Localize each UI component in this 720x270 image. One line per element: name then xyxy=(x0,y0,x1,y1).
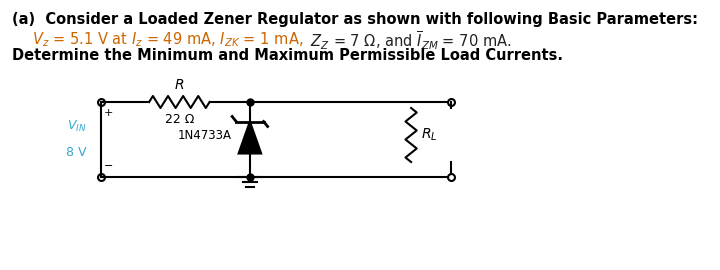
Text: $V_z$ = 5.1 V at $I_z$ = 49 mA, $I_{ZK}$ = 1 mA,: $V_z$ = 5.1 V at $I_z$ = 49 mA, $I_{ZK}$… xyxy=(32,30,304,49)
Text: $R_L$: $R_L$ xyxy=(420,127,437,143)
Text: (a)  Consider a Loaded Zener Regulator as shown with following Basic Parameters:: (a) Consider a Loaded Zener Regulator as… xyxy=(12,12,698,27)
Text: 8 V: 8 V xyxy=(66,146,86,158)
Text: $Z_Z$ = 7 $\Omega$, and $\overline{I}_{ZM}$ = 70 mA.: $Z_Z$ = 7 $\Omega$, and $\overline{I}_{Z… xyxy=(297,30,511,52)
Polygon shape xyxy=(238,122,261,154)
Text: 22 Ω: 22 Ω xyxy=(165,113,194,126)
Text: +: + xyxy=(104,108,113,118)
Text: −: − xyxy=(104,161,113,171)
Text: Determine the Minimum and Maximum Permissible Load Currents.: Determine the Minimum and Maximum Permis… xyxy=(12,48,563,63)
Text: $V_{IN}$: $V_{IN}$ xyxy=(67,119,86,133)
Text: R: R xyxy=(174,78,184,92)
Text: 1N4733A: 1N4733A xyxy=(178,129,232,142)
